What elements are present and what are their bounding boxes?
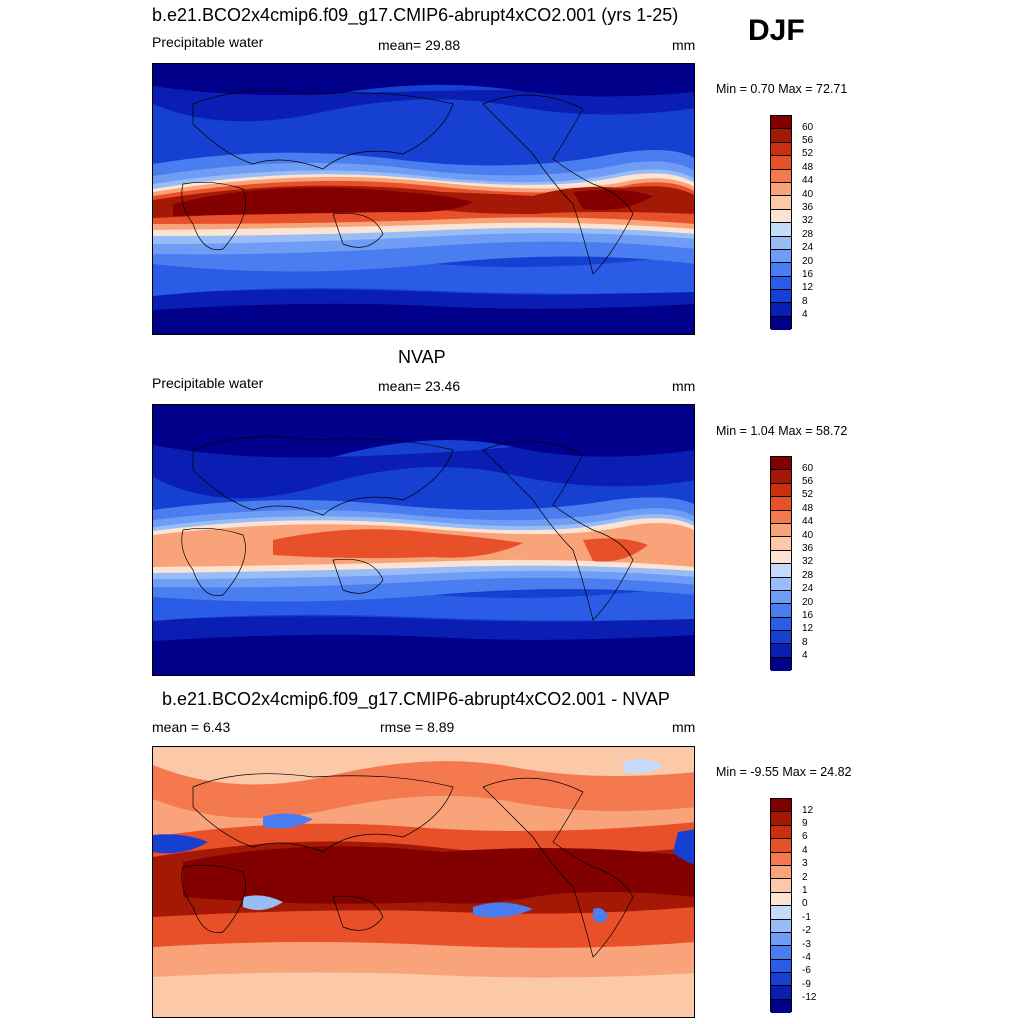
colorbar-label: 20 xyxy=(802,256,814,267)
variable-label: Precipitable water xyxy=(152,34,264,50)
colorbar-label: -9 xyxy=(802,979,811,990)
colorbar-label: -1 xyxy=(802,912,811,923)
colorbar-label: 9 xyxy=(802,818,808,829)
panel-title: NVAP xyxy=(398,347,446,367)
colorbar-label: 0 xyxy=(802,898,808,909)
colorbar-label: -4 xyxy=(802,952,811,963)
colorbar xyxy=(770,456,792,672)
colorbar-label: 28 xyxy=(802,229,814,240)
min-max-label: Min = -9.55 Max = 24.82 xyxy=(716,765,852,779)
colorbar-label: 60 xyxy=(802,463,814,474)
colorbar-label: 40 xyxy=(802,530,814,541)
panel-title: b.e21.BCO2x4cmip6.f09_g17.CMIP6-abrupt4x… xyxy=(162,689,670,709)
colorbar-label: 6 xyxy=(802,831,808,842)
colorbar-label: 1 xyxy=(802,885,808,896)
colorbar-label: 3 xyxy=(802,858,808,869)
colorbar-label: 56 xyxy=(802,135,814,146)
season-label: DJF xyxy=(748,14,805,47)
map-model-precipitable-water xyxy=(152,63,695,335)
colorbar-label: 16 xyxy=(802,269,814,280)
colorbar-label: -2 xyxy=(802,925,811,936)
colorbar-label: 4 xyxy=(802,309,808,320)
colorbar-label: 4 xyxy=(802,650,808,661)
panel-title: b.e21.BCO2x4cmip6.f09_g17.CMIP6-abrupt4x… xyxy=(152,5,679,25)
colorbar-label: 44 xyxy=(802,516,814,527)
colorbar-label: -3 xyxy=(802,939,811,950)
colorbar-label: 40 xyxy=(802,189,814,200)
colorbar-label: 36 xyxy=(802,543,814,554)
map-nvap-precipitable-water xyxy=(152,404,695,676)
colorbar-label: 52 xyxy=(802,489,814,500)
colorbar-label: 24 xyxy=(802,242,814,253)
colorbar-label: 12 xyxy=(802,623,814,634)
units-label: mm xyxy=(672,719,696,735)
mean-label: mean= 29.88 xyxy=(378,37,461,53)
colorbar-label: -12 xyxy=(802,992,817,1003)
colorbar-label: 12 xyxy=(802,805,814,816)
colorbar-label: 60 xyxy=(802,122,814,133)
colorbar-label: 24 xyxy=(802,583,814,594)
colorbar-label: 32 xyxy=(802,215,814,226)
rmse-label: rmse = 8.89 xyxy=(380,719,455,735)
colorbar-label: 44 xyxy=(802,175,814,186)
colorbar xyxy=(770,115,792,331)
colorbar-label: 48 xyxy=(802,503,814,514)
colorbar-label: 16 xyxy=(802,610,814,621)
units-label: mm xyxy=(672,37,696,53)
colorbar-label: 8 xyxy=(802,296,808,307)
colorbar-label: 4 xyxy=(802,845,808,856)
colorbar-label: 36 xyxy=(802,202,814,213)
mean-label: mean= 23.46 xyxy=(378,378,461,394)
colorbar-label: 48 xyxy=(802,162,814,173)
units-label: mm xyxy=(672,378,696,394)
colorbar-label: 12 xyxy=(802,282,814,293)
min-max-label: Min = 0.70 Max = 72.71 xyxy=(716,82,848,96)
colorbar-label: 32 xyxy=(802,556,814,567)
min-max-label: Min = 1.04 Max = 58.72 xyxy=(716,424,848,438)
colorbar-label: 8 xyxy=(802,637,808,648)
colorbar-label: 56 xyxy=(802,476,814,487)
colorbar-label: 28 xyxy=(802,570,814,581)
colorbar-label: -6 xyxy=(802,965,811,976)
map-difference xyxy=(152,746,695,1018)
colorbar-label: 2 xyxy=(802,872,808,883)
variable-label: Precipitable water xyxy=(152,375,264,391)
colorbar-label: 52 xyxy=(802,148,814,159)
colorbar xyxy=(770,798,792,1014)
colorbar-label: 20 xyxy=(802,597,814,608)
mean-label: mean = 6.43 xyxy=(152,719,231,735)
